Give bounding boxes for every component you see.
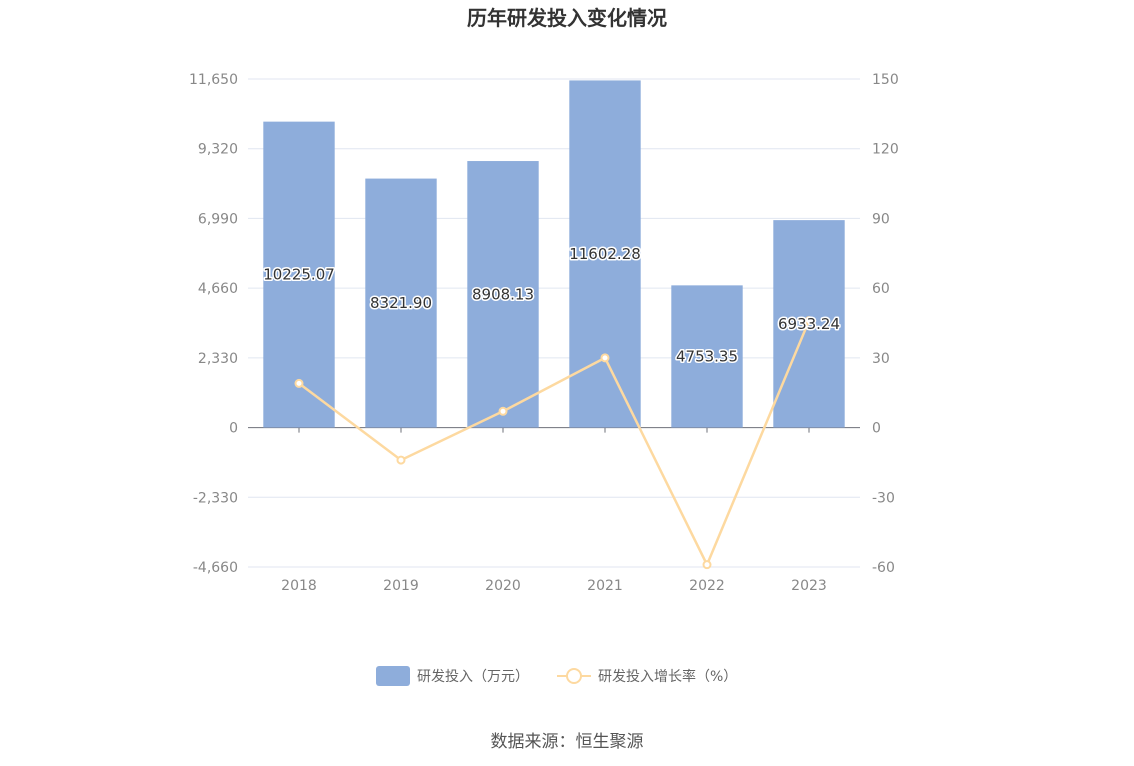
- y-right-tick-label: 0: [872, 421, 881, 437]
- bar-value-label: 4753.35: [676, 347, 738, 365]
- legend-item-bar[interactable]: 研发投入（万元）: [376, 666, 529, 686]
- y-left-tick-label: -4,660: [193, 560, 238, 576]
- growth-point[interactable]: [498, 406, 508, 416]
- y-right-tick-label: 120: [872, 142, 899, 158]
- x-tick-label: 2023: [791, 578, 827, 594]
- left-axis: 11,650 9,320 6,990 4,660 2,330 0 -2,330 -4,660: [189, 72, 238, 576]
- y-left-tick-label: 0: [229, 421, 238, 437]
- bar-value-label: 8321.90: [370, 294, 432, 312]
- y-left-tick-label: 2,330: [198, 351, 238, 367]
- y-left-tick-label: 6,990: [198, 211, 238, 227]
- y-left-tick-label: 9,320: [198, 142, 238, 158]
- x-tick-label: 2020: [485, 578, 521, 594]
- bar-value-label: 6933.24: [778, 315, 840, 333]
- legend-item-line[interactable]: 研发投入增长率（%）: [557, 668, 737, 685]
- bar[interactable]: [365, 178, 437, 428]
- y-right-tick-label: 150: [872, 72, 899, 88]
- y-right-tick-label: 90: [872, 211, 890, 227]
- growth-point[interactable]: [396, 455, 406, 465]
- y-left-tick-label: 4,660: [198, 281, 238, 297]
- bar[interactable]: [671, 285, 743, 428]
- growth-point[interactable]: [702, 560, 712, 570]
- grid: [248, 78, 860, 568]
- growth-polyline: [298, 320, 811, 568]
- legend-bar-swatch: [376, 666, 410, 686]
- growth-point[interactable]: [294, 378, 304, 388]
- chart-title: 历年研发投入变化情况: [467, 6, 667, 30]
- growth-line: [294, 316, 814, 570]
- bar-labels: 10225.07 8321.90 8908.13 11602.28 4753.35 693…: [262, 243, 842, 366]
- legend-bar-label: 研发投入（万元）: [417, 669, 529, 685]
- x-tick-label: 2019: [383, 578, 419, 594]
- bar-value-label: 8908.13: [472, 285, 534, 303]
- x-axis: 2018 2019 2020 2021 2022 2023: [281, 427, 827, 594]
- y-right-tick-label: 30: [872, 351, 890, 367]
- y-left-tick-label: -2,330: [193, 490, 238, 506]
- bar-value-label: 10225.07: [263, 266, 335, 284]
- right-axis: 150 120 90 60 30 0 -30 -60: [872, 72, 899, 576]
- x-tick-label: 2018: [281, 578, 317, 594]
- y-right-tick-label: -60: [872, 560, 895, 576]
- growth-point[interactable]: [600, 353, 610, 363]
- bar[interactable]: [263, 121, 335, 428]
- legend[interactable]: 研发投入（万元） 研发投入增长率（%）: [376, 666, 737, 686]
- y-right-tick-label: -30: [872, 490, 895, 506]
- growth-point[interactable]: [804, 316, 814, 326]
- x-tick-label: 2022: [689, 578, 725, 594]
- y-left-tick-label: 11,650: [189, 72, 238, 88]
- legend-line-label: 研发投入增长率（%）: [598, 668, 737, 685]
- x-tick-label: 2021: [587, 578, 623, 594]
- bars: [263, 80, 845, 428]
- legend-line-marker: [566, 668, 582, 684]
- bar[interactable]: [467, 161, 539, 428]
- bar-value-label: 11602.28: [569, 245, 641, 263]
- source-note: 数据来源：恒生聚源: [491, 732, 644, 752]
- y-right-tick-label: 60: [872, 281, 890, 297]
